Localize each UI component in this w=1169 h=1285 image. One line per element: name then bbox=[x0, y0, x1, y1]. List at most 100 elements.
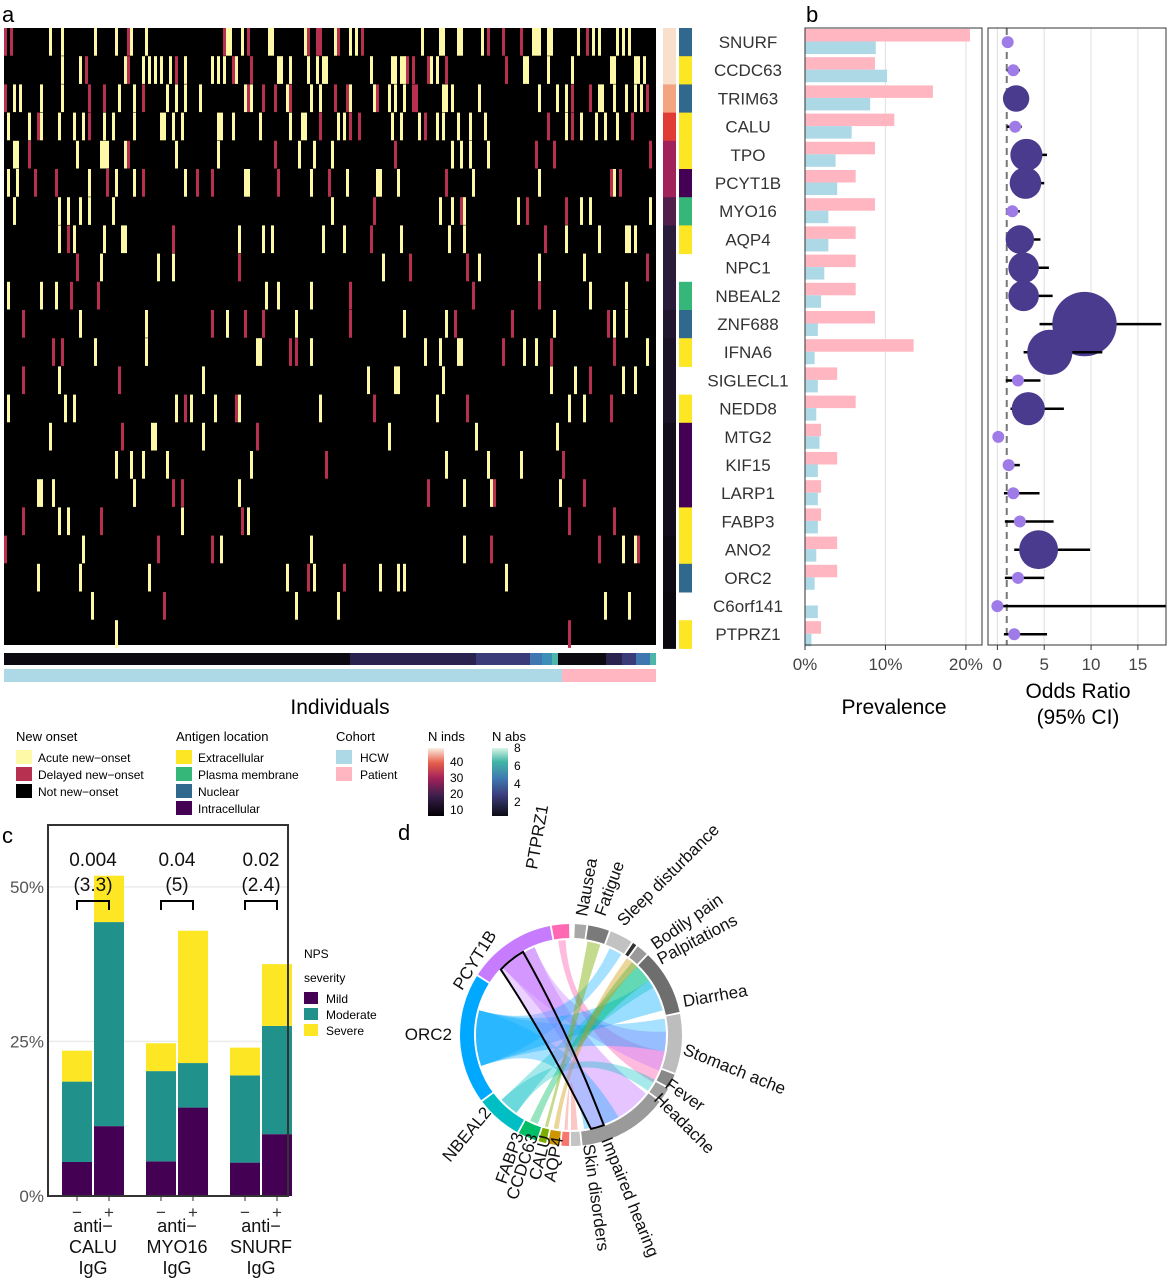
gene-label: ZNF688 bbox=[717, 315, 778, 334]
heatmap-cell bbox=[406, 56, 409, 84]
heatmap-cell bbox=[289, 84, 292, 113]
severity-group-label: IgG bbox=[78, 1258, 107, 1278]
heatmap-cell bbox=[490, 479, 493, 507]
gene-label: LARP1 bbox=[721, 484, 775, 503]
heatmap-cell bbox=[445, 451, 448, 479]
chord-ribbon bbox=[476, 1010, 619, 1130]
heatmap-cell bbox=[289, 338, 292, 366]
heatmap-cell bbox=[493, 479, 496, 507]
heatmap-cell bbox=[643, 56, 646, 84]
severity-group-label: IgG bbox=[246, 1258, 275, 1278]
heatmap-cell bbox=[160, 112, 163, 141]
heatmap-cell bbox=[289, 56, 292, 84]
n-inds-cell bbox=[663, 507, 676, 537]
n-inds-cell bbox=[663, 169, 676, 198]
heatmap-cell bbox=[184, 169, 187, 197]
heatmap-cell bbox=[313, 563, 316, 592]
odds-point bbox=[1027, 329, 1073, 375]
heatmap-cell bbox=[13, 140, 16, 169]
significance-bracket bbox=[160, 900, 194, 910]
severity-bar-moderate bbox=[178, 1063, 208, 1108]
heatmap-cell bbox=[370, 225, 373, 254]
gene-label: KIF15 bbox=[725, 456, 770, 475]
heatmap-cell bbox=[49, 28, 52, 56]
heatmap-cell bbox=[181, 112, 184, 141]
heatmap-cell bbox=[604, 592, 607, 620]
heatmap-cell bbox=[571, 112, 574, 141]
legend-swatch-patient bbox=[336, 767, 352, 781]
heatmap-cell bbox=[328, 169, 331, 197]
antigen-location-column bbox=[679, 28, 692, 649]
prevalence-bar-hcw bbox=[805, 182, 838, 195]
heatmap-cell bbox=[259, 112, 262, 141]
antigen-location-cell bbox=[679, 422, 692, 452]
heatmap-cell bbox=[589, 84, 592, 113]
severity-group-label: MYO16 bbox=[146, 1237, 207, 1257]
heatmap-cell bbox=[640, 84, 643, 113]
heatmap-cell bbox=[481, 28, 484, 56]
symptom-label: Stomach ache bbox=[681, 1040, 789, 1098]
symptom-arc bbox=[625, 942, 637, 957]
heatmap-cell bbox=[124, 56, 127, 84]
odds-tick-label: 15 bbox=[1128, 655, 1147, 674]
chord-ribbon bbox=[553, 958, 637, 1130]
heatmap-cell bbox=[142, 169, 145, 197]
heatmap-cell bbox=[13, 84, 16, 113]
prevalence-bar-patient bbox=[805, 113, 895, 127]
n-abs-segment bbox=[476, 653, 530, 665]
heatmap-cell bbox=[58, 112, 61, 141]
heatmap-cell bbox=[217, 56, 220, 84]
heatmap-cell bbox=[478, 253, 481, 282]
antigen-location-cell bbox=[679, 535, 692, 565]
heatmap-cell bbox=[154, 56, 157, 84]
prevalence-frame bbox=[804, 27, 983, 646]
n-abs-segment bbox=[606, 653, 622, 665]
n-inds-cell bbox=[663, 620, 676, 649]
heatmap-cell bbox=[118, 84, 121, 113]
heatmap-cell bbox=[127, 56, 130, 84]
panel-label-a: a bbox=[2, 2, 15, 27]
heatmap-cell bbox=[310, 84, 313, 113]
heatmap-cell bbox=[55, 169, 58, 197]
heatmap-cell bbox=[175, 84, 178, 113]
heatmap-cell bbox=[460, 197, 463, 225]
odds-point bbox=[1019, 530, 1059, 570]
heatmap-cell bbox=[124, 225, 127, 254]
heatmap-cell bbox=[226, 28, 229, 56]
heatmap-cell bbox=[322, 225, 325, 254]
heatmap-cell bbox=[646, 84, 649, 113]
heatmap-cell bbox=[403, 56, 406, 84]
heatmap-cell bbox=[502, 28, 505, 56]
heatmap-cell bbox=[259, 338, 262, 366]
heatmap-cell bbox=[106, 140, 109, 169]
gene-label: SNURF bbox=[719, 33, 778, 52]
prevalence-axis-title: Prevalence bbox=[841, 696, 946, 719]
heatmap-cell bbox=[568, 394, 571, 423]
heatmap-cell bbox=[613, 310, 616, 338]
prevalence-bar-hcw bbox=[805, 97, 871, 111]
antibody-arc bbox=[551, 924, 570, 940]
heatmap-cell bbox=[457, 28, 460, 56]
heatmap-cell bbox=[634, 56, 637, 84]
heatmap-cell bbox=[7, 281, 10, 310]
heatmap-cell bbox=[442, 84, 445, 113]
heatmap-cell bbox=[565, 197, 568, 225]
prevalence-bar-hcw bbox=[805, 633, 812, 647]
heatmap-cell bbox=[376, 169, 379, 197]
heatmap-cell bbox=[61, 338, 64, 366]
heatmap-cell bbox=[442, 28, 445, 56]
heatmap-cell bbox=[583, 479, 586, 507]
heatmap-cell bbox=[607, 310, 610, 338]
prevalence-bar-hcw bbox=[805, 379, 818, 393]
heatmap-cell bbox=[37, 112, 40, 141]
antigen-location-cell bbox=[679, 394, 692, 424]
significance-bracket bbox=[244, 900, 278, 910]
heatmap-cell bbox=[4, 28, 7, 56]
heatmap-cell bbox=[331, 140, 334, 169]
gene-label: SIGLECL1 bbox=[707, 371, 788, 390]
heatmap-cell bbox=[58, 366, 61, 395]
heatmap-cell bbox=[310, 169, 313, 197]
heatmap-cell bbox=[538, 169, 541, 197]
heatmap-cell bbox=[307, 56, 310, 84]
